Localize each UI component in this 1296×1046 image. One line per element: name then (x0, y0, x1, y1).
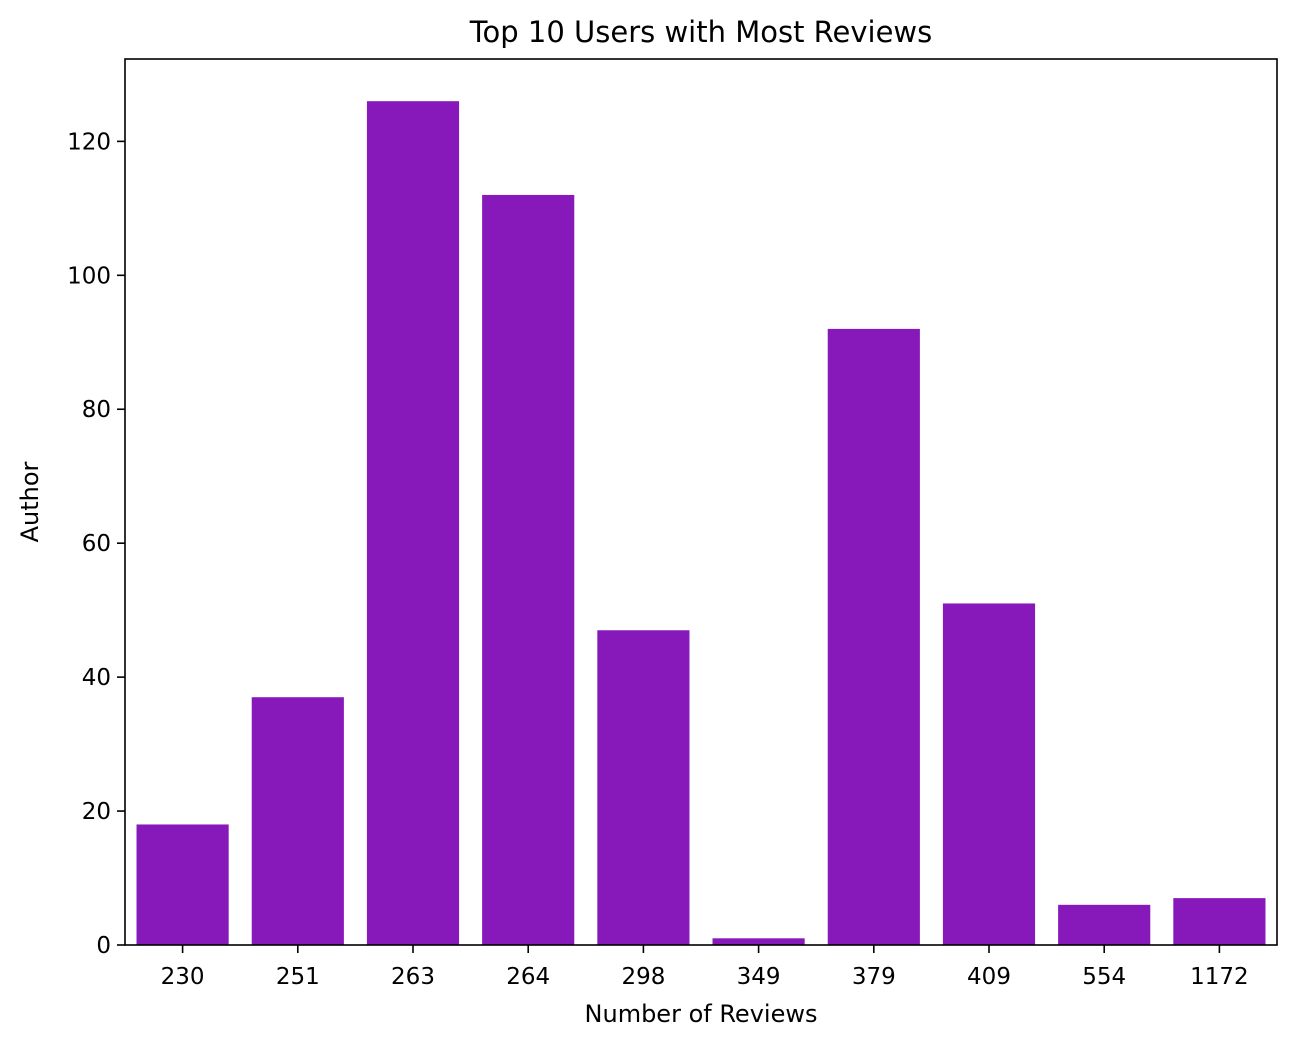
chart-title: Top 10 Users with Most Reviews (469, 15, 933, 49)
x-axis-label: Number of Reviews (585, 1000, 818, 1028)
bar-264 (482, 194, 575, 945)
bar-409 (942, 603, 1036, 945)
y-tick-label-80: 80 (82, 397, 111, 423)
x-tick-label-379: 379 (852, 964, 896, 990)
x-tick-label-298: 298 (621, 964, 665, 990)
x-tick-label-263: 263 (391, 964, 435, 990)
y-tick-label-0: 0 (96, 933, 111, 959)
y-tick-label-40: 40 (82, 665, 111, 691)
x-tick-label-1172: 1172 (1190, 964, 1249, 990)
x-tick-label-251: 251 (276, 964, 320, 990)
y-tick-label-60: 60 (82, 531, 111, 557)
bar-230 (136, 824, 229, 945)
ticks-group: 230 251 263 264 298 349 379 409 554 1172 0 20 40 60 80… (67, 129, 1249, 990)
y-axis-label: Author (16, 461, 44, 542)
bar-349 (712, 938, 805, 945)
bar-251 (251, 697, 344, 945)
plot-frame (124, 58, 1278, 946)
x-tick-label-349: 349 (737, 964, 781, 990)
bar-1172 (1173, 898, 1266, 945)
bars-group (136, 101, 1266, 945)
y-tick-label-100: 100 (67, 263, 111, 289)
x-tick-label-554: 554 (1082, 964, 1126, 990)
bar-263 (366, 101, 460, 945)
y-tick-label-20: 20 (82, 799, 111, 825)
x-tick-label-230: 230 (161, 964, 205, 990)
bar-298 (597, 630, 690, 945)
y-tick-label-120: 120 (67, 129, 111, 155)
bar-554 (1058, 904, 1151, 945)
x-tick-label-264: 264 (506, 964, 550, 990)
bar-379 (827, 328, 920, 945)
x-tick-label-409: 409 (967, 964, 1011, 990)
